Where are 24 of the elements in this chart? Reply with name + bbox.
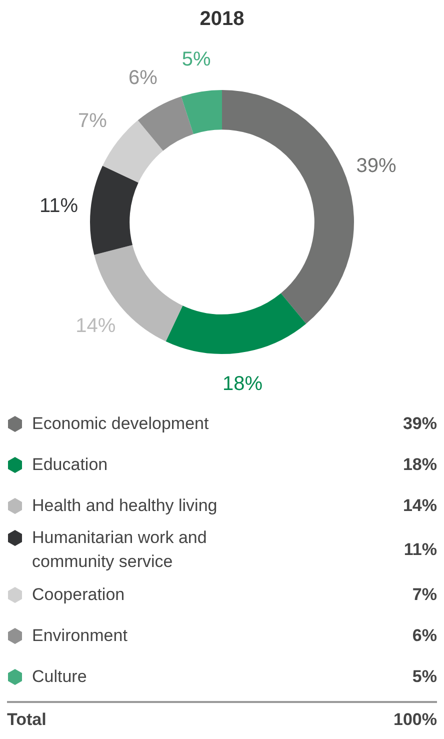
legend-label: Economic development	[32, 412, 209, 434]
legend-label: Cooperation	[32, 584, 125, 606]
chart-title: 2018	[198, 8, 246, 31]
legend-label: Health and healthy living	[32, 494, 218, 516]
data-label: 14%	[76, 315, 116, 338]
text: 100%	[394, 710, 437, 730]
legend-label: Humanitarian work and community service	[32, 527, 208, 573]
legend-label: Environment	[32, 624, 128, 646]
text: 5%	[412, 666, 437, 686]
legend-label: Education	[32, 454, 108, 476]
data-label: 11%	[39, 195, 78, 218]
legend-label: Culture	[32, 666, 87, 688]
data-label: 18%	[222, 373, 263, 396]
text: Total	[7, 710, 46, 730]
text: 6%	[412, 626, 437, 644]
text: 14%	[402, 496, 437, 514]
text: 7%	[412, 584, 437, 604]
text: 11%	[404, 540, 437, 559]
data-label: 7%	[78, 110, 108, 132]
text: 39%	[402, 414, 437, 432]
data-label: 39%	[356, 154, 397, 177]
data-label: 5%	[182, 48, 212, 71]
text: 18%	[402, 454, 437, 474]
data-label: 6%	[128, 66, 158, 89]
